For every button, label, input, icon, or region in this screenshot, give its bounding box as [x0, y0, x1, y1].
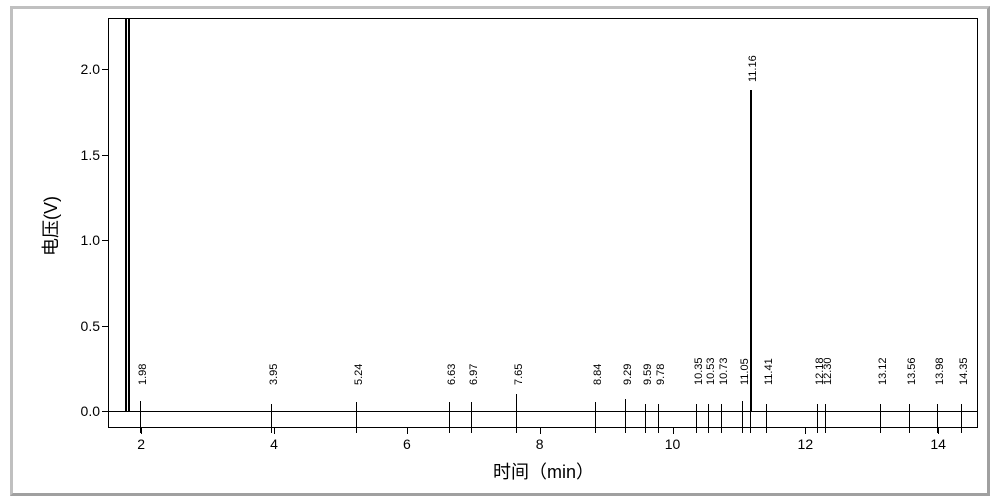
peak-solvent-front: [128, 18, 130, 411]
peak-marker: [516, 411, 517, 433]
peak-marker: [937, 411, 938, 433]
peak-marker: [658, 411, 659, 433]
peak-solvent-front: [125, 18, 127, 411]
peak-label: 13.12: [877, 357, 889, 385]
peak-marker: [595, 411, 596, 433]
peak-marker: [471, 411, 472, 433]
y-tick: [102, 326, 108, 327]
peak: [721, 404, 722, 411]
peak-label: 10.53: [705, 357, 717, 385]
peak-label: 14.35: [958, 357, 970, 385]
peak: [766, 404, 767, 411]
x-tick-label: 10: [665, 436, 681, 452]
x-axis-label: 时间（min）: [493, 458, 594, 484]
peak: [880, 404, 881, 411]
y-tick-label: 1.5: [72, 147, 100, 163]
peak-label: 11.16: [747, 55, 759, 82]
peak-label: 13.56: [906, 357, 918, 385]
y-tick: [102, 155, 108, 156]
peak-marker: [817, 411, 818, 433]
peak: [625, 399, 626, 411]
peak-main: [750, 90, 752, 411]
peak-marker: [825, 411, 826, 433]
x-tick-label: 14: [930, 436, 946, 452]
peak: [961, 404, 962, 411]
peak-marker: [909, 411, 910, 433]
peak-marker: [696, 411, 697, 433]
peak-label: 11.41: [763, 358, 775, 385]
peak: [937, 404, 938, 411]
peak-marker: [750, 411, 751, 433]
peak-marker: [449, 411, 450, 433]
peak-label: 9.78: [655, 363, 667, 384]
peak: [742, 401, 743, 411]
peak-label: 9.59: [642, 363, 654, 384]
x-tick: [407, 428, 408, 434]
peak-label: 13.98: [934, 357, 946, 385]
peak-label: 5.24: [353, 363, 365, 384]
y-tick-label: 2.0: [72, 61, 100, 77]
peak: [516, 394, 517, 411]
x-tick-label: 12: [798, 436, 814, 452]
peak-label: 6.63: [446, 363, 458, 384]
peak-marker: [625, 411, 626, 433]
peak-label: 8.84: [592, 363, 604, 384]
peak: [909, 404, 910, 411]
y-axis-label: 电压(V): [37, 196, 63, 256]
x-tick: [274, 428, 275, 434]
peak-label: 1.98: [137, 363, 149, 384]
y-tick: [102, 69, 108, 70]
peak: [356, 402, 357, 411]
peak: [645, 404, 646, 411]
peak: [817, 404, 818, 411]
peak: [658, 404, 659, 411]
peak-marker: [880, 411, 881, 433]
y-tick-label: 0.5: [72, 318, 100, 334]
peak-label: 10.73: [718, 357, 730, 385]
y-tick-label: 1.0: [72, 232, 100, 248]
x-tick: [805, 428, 806, 434]
peak: [708, 404, 709, 411]
peak-label: 3.95: [268, 363, 280, 384]
peak: [271, 404, 272, 411]
y-tick: [102, 240, 108, 241]
peak: [696, 404, 697, 411]
peak: [825, 404, 826, 411]
plot-area: [108, 18, 978, 428]
peak: [449, 402, 450, 411]
x-tick: [673, 428, 674, 434]
peak-marker: [645, 411, 646, 433]
peak-marker: [708, 411, 709, 433]
peak-marker: [356, 411, 357, 433]
x-tick: [540, 428, 541, 434]
x-tick: [938, 428, 939, 434]
x-tick-label: 6: [403, 436, 411, 452]
x-tick-label: 2: [137, 436, 145, 452]
peak-label: 10.35: [693, 357, 705, 385]
peak-marker: [140, 411, 141, 433]
x-tick: [141, 428, 142, 434]
peak: [140, 401, 141, 411]
y-tick-label: 0.0: [72, 403, 100, 419]
peak-label: 6.97: [468, 363, 480, 384]
peak-label: 7.65: [513, 363, 525, 384]
peak-label: 12.30: [822, 357, 834, 385]
x-tick-label: 8: [536, 436, 544, 452]
baseline: [108, 411, 978, 412]
peak: [595, 402, 596, 411]
peak-marker: [742, 411, 743, 433]
peak-label: 9.29: [622, 363, 634, 384]
peak-marker: [766, 411, 767, 433]
peak-marker: [721, 411, 722, 433]
peak: [471, 402, 472, 411]
peak-marker: [961, 411, 962, 433]
peak-marker: [271, 411, 272, 433]
x-tick-label: 4: [270, 436, 278, 452]
